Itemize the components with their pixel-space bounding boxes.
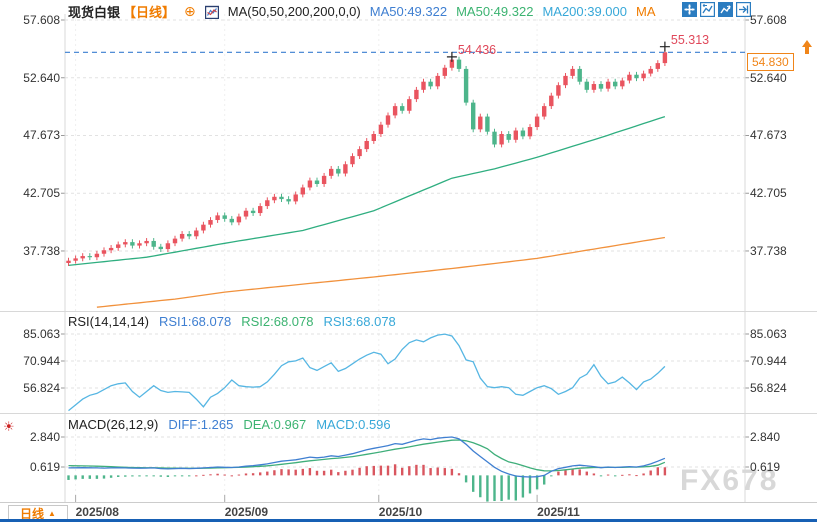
y-axis-label: 85.063 (750, 327, 787, 341)
y-axis-label: 85.063 (23, 327, 60, 341)
rsi-line (68, 333, 666, 412)
chart-toolbar (682, 1, 752, 18)
y-axis-label: 42.705 (23, 186, 60, 201)
y-axis-label: 52.640 (750, 70, 787, 85)
ma200-line (96, 236, 665, 308)
y-axis-label: 37.738 (23, 243, 60, 258)
indicator-settings-icon[interactable]: ☀ (3, 419, 15, 434)
bottom-accent-bar (0, 519, 817, 522)
x-axis-date-label: 2025/11 (537, 505, 580, 519)
high-cross-marker (446, 51, 457, 62)
y-axis-label: 47.673 (750, 128, 787, 143)
y-axis-label: 42.705 (750, 186, 787, 201)
ma50-line (68, 115, 666, 267)
y-axis-label: 57.608 (750, 13, 787, 27)
y-axis-label: 0.619 (29, 459, 60, 474)
diff-value-label: DIFF:1.265 (168, 417, 234, 432)
chart-header: 现货白银 【日线】 ⊕ MA(50,50,200,200,0,0) MA50:4… (68, 2, 656, 21)
y-axis-label: 47.673 (23, 128, 60, 143)
high-price-annotation: 55.313 (670, 32, 710, 47)
high-price-annotation: 54.436 (457, 42, 497, 57)
ma-settings-label: MA(50,50,200,200,0,0) (227, 4, 361, 19)
y-axis-label: 57.608 (23, 13, 60, 27)
period-button-label: 日线 (20, 507, 45, 521)
auto-fit-icon[interactable] (718, 2, 733, 17)
add-indicator-icon[interactable]: ⊕ (184, 3, 196, 19)
dea-line (68, 439, 666, 472)
high-cross-marker (659, 41, 670, 52)
x-axis-date-label: 2025/10 (378, 505, 423, 519)
ma50b-value-label: MA50:49.322 (456, 4, 534, 19)
macd-histogram (67, 464, 667, 502)
macd-header: MACD(26,12,9) DIFF:1.265 DEA:0.967 MACD:… (68, 417, 391, 432)
rsi-header: RSI(14,14,14) RSI1:68.078 RSI2:68.078 RS… (68, 314, 396, 329)
y-axis-label: 70.944 (23, 353, 60, 368)
x-axis-date-label: 2025/08 (75, 505, 119, 519)
rsi-title: RSI(14,14,14) (68, 314, 149, 329)
watermark: FX678 (680, 464, 779, 497)
triangle-up-icon: ▲ (48, 509, 56, 518)
x-axis-date-label: 2025/09 (224, 505, 269, 519)
rsi2-value-label: RSI2:68.078 (241, 314, 314, 329)
symbol-title: 现货白银 (68, 5, 121, 20)
rsi3-value-label: RSI3:68.078 (323, 314, 396, 329)
crosshair-icon[interactable] (682, 2, 697, 17)
bottom-toolbar: 日线 ▲ 2025/08 2025/09 2025/10 2025/11 (0, 502, 817, 522)
diff-line (68, 436, 666, 478)
dea-value-label: DEA:0.967 (243, 417, 307, 432)
y-axis-label: 70.944 (750, 353, 787, 368)
axis-range-icon[interactable] (699, 1, 716, 18)
macd-value-label: MACD:0.596 (316, 417, 391, 432)
candlestick-series (66, 46, 668, 266)
chart-type-icon (204, 5, 219, 19)
y-axis-label: 2.840 (29, 430, 60, 444)
y-axis-label: 0.619 (750, 459, 781, 474)
ma-extra-label: MA (636, 4, 656, 19)
y-axis-label: 56.824 (750, 380, 787, 395)
pan-latest-icon[interactable] (735, 1, 752, 18)
rsi1-value-label: RSI1:68.078 (158, 314, 232, 329)
y-axis-label: 52.640 (23, 70, 60, 85)
period-tag: 【日线】 (123, 5, 176, 20)
ma200-value-label: MA200:39.000 (542, 4, 628, 19)
macd-title: MACD(26,12,9) (68, 417, 159, 432)
current-price-badge: 54.830 (747, 53, 794, 71)
ma50-value-label: MA50:49.322 (369, 4, 448, 19)
y-axis-label: 56.824 (23, 380, 60, 395)
y-axis-label: 2.840 (750, 430, 781, 444)
y-axis-label: 37.738 (750, 243, 787, 258)
price-up-arrow-icon (801, 40, 813, 59)
